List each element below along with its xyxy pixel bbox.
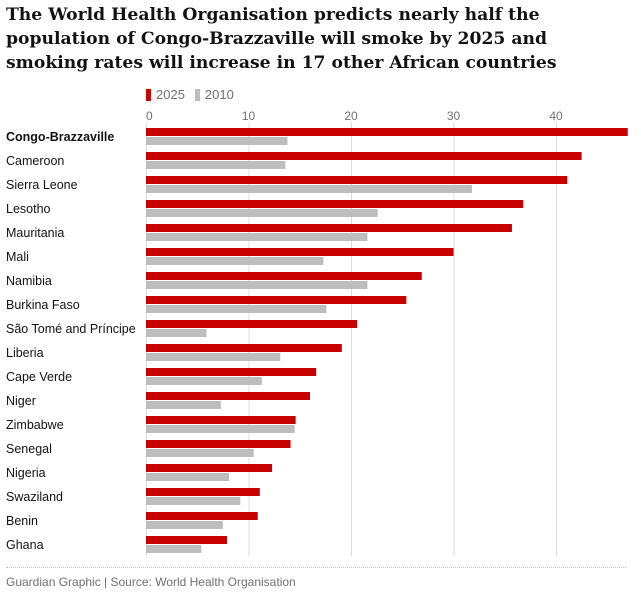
x-tick-label-0: 0 bbox=[146, 109, 153, 123]
bar-2010 bbox=[146, 425, 295, 433]
bar-2025 bbox=[146, 368, 317, 376]
bar-2025 bbox=[146, 200, 524, 208]
category-label: Liberia bbox=[6, 346, 44, 360]
source-note: Guardian Graphic | Source: World Health … bbox=[6, 575, 296, 589]
bar-2025 bbox=[146, 224, 512, 232]
category-label: Benin bbox=[6, 514, 38, 528]
bar-2010 bbox=[146, 305, 327, 313]
bar-2010 bbox=[146, 257, 324, 265]
bar-2010 bbox=[146, 353, 281, 361]
x-tick-label-10: 10 bbox=[242, 109, 256, 123]
legend: 2025 2010 bbox=[146, 87, 244, 102]
x-tick-label-20: 20 bbox=[344, 109, 358, 123]
category-label: Nigeria bbox=[6, 466, 46, 480]
bar-2025 bbox=[146, 464, 273, 472]
bar-2010 bbox=[146, 161, 286, 169]
bar-2010 bbox=[146, 545, 202, 553]
bar-2025 bbox=[146, 392, 310, 400]
bar-2010 bbox=[146, 401, 221, 409]
bar-2010 bbox=[146, 377, 262, 385]
category-label: Swaziland bbox=[6, 490, 63, 504]
x-tick-label-40: 40 bbox=[549, 109, 563, 123]
bar-2025 bbox=[146, 488, 260, 496]
chart-title: The World Health Organisation predicts n… bbox=[6, 5, 557, 73]
category-label: São Tomé and Príncipe bbox=[6, 322, 136, 336]
legend-swatch-2010 bbox=[194, 88, 200, 101]
category-label: Burkina Faso bbox=[6, 298, 80, 312]
bar-2010 bbox=[146, 473, 230, 481]
category-label: Niger bbox=[6, 394, 36, 408]
category-label: Cameroon bbox=[6, 154, 64, 168]
bar-2010 bbox=[146, 209, 378, 217]
bar-2010 bbox=[146, 233, 368, 241]
x-tick-label-30: 30 bbox=[447, 109, 461, 123]
legend-item-2025: 2025 bbox=[146, 87, 185, 102]
bar-2025 bbox=[146, 344, 342, 352]
category-label: Namibia bbox=[6, 274, 52, 288]
footer-divider bbox=[6, 567, 626, 568]
bar-2025 bbox=[146, 128, 628, 136]
bar-2025 bbox=[146, 248, 454, 256]
bar-2025 bbox=[146, 272, 422, 280]
legend-label-2025: 2025 bbox=[156, 87, 185, 102]
category-label: Ghana bbox=[6, 538, 44, 552]
bar-2025 bbox=[146, 536, 227, 544]
bar-2025 bbox=[146, 440, 291, 448]
bar-2010 bbox=[146, 521, 223, 529]
category-label: Mali bbox=[6, 250, 29, 264]
category-label: Zimbabwe bbox=[6, 418, 64, 432]
category-label: Senegal bbox=[6, 442, 52, 456]
bar-2025 bbox=[146, 296, 407, 304]
bar-2010 bbox=[146, 281, 368, 289]
bar-2010 bbox=[146, 329, 207, 337]
legend-swatch-2025 bbox=[146, 88, 151, 101]
category-label: Sierra Leone bbox=[6, 178, 78, 192]
category-label: Lesotho bbox=[6, 202, 51, 216]
bar-2025 bbox=[146, 416, 296, 424]
bar-2010 bbox=[146, 137, 288, 145]
bar-2025 bbox=[146, 152, 582, 160]
category-label: Mauritania bbox=[6, 226, 64, 240]
legend-label-2010: 2010 bbox=[204, 87, 234, 102]
bar-2025 bbox=[146, 176, 568, 184]
legend-item-2010: 2010 bbox=[194, 87, 234, 102]
category-label: Congo-Brazzaville bbox=[6, 130, 114, 144]
bar-2010 bbox=[146, 185, 472, 193]
bar-2010 bbox=[146, 449, 254, 457]
category-label: Cape Verde bbox=[6, 370, 72, 384]
bar-2010 bbox=[146, 497, 241, 505]
bar-2025 bbox=[146, 320, 358, 328]
bar-2025 bbox=[146, 512, 258, 520]
